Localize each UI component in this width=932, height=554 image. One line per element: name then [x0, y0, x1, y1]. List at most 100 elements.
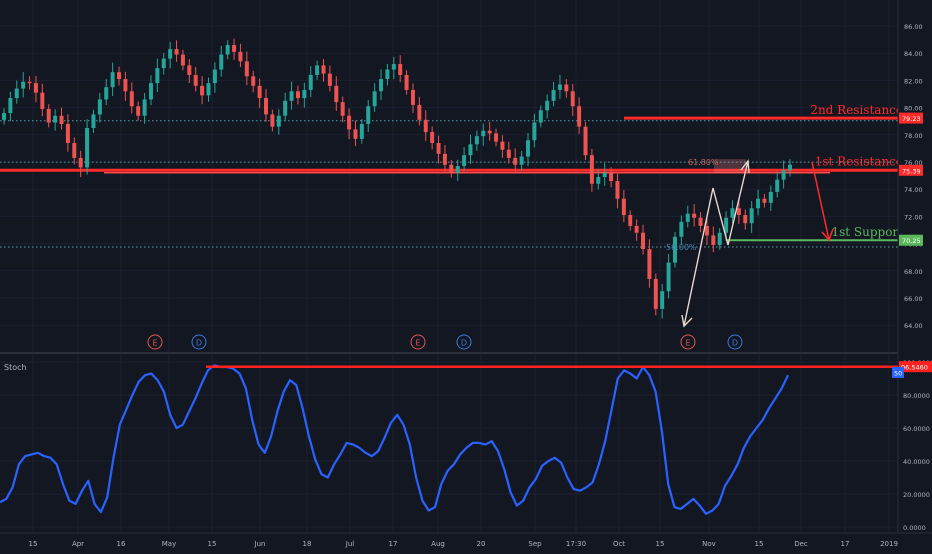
- earnings-marker[interactable]: E: [680, 334, 696, 350]
- candle-body: [33, 83, 38, 93]
- candle-body: [78, 157, 83, 168]
- candle-body: [449, 164, 454, 173]
- candle-body: [161, 58, 166, 69]
- candle-body: [660, 291, 665, 309]
- candle-body: [238, 51, 243, 62]
- candle-body: [283, 100, 288, 116]
- fib-61-label: 61.80%: [688, 158, 719, 167]
- resistance-1-badge-bg: [899, 164, 923, 176]
- candle-body: [532, 122, 537, 141]
- stoch-tick-label: 80.0000: [903, 392, 930, 400]
- stoch-line: [0, 364, 789, 515]
- candle-body: [749, 208, 754, 224]
- candle-body: [468, 144, 473, 156]
- support-1-badge-bg: [899, 234, 923, 246]
- candle-body: [321, 65, 326, 74]
- candle-body: [308, 74, 313, 90]
- time-tick-label: 17: [389, 540, 398, 548]
- candle-body: [40, 92, 45, 109]
- marker-circle: [191, 334, 207, 350]
- stoch-title: Stoch: [4, 363, 27, 372]
- marker-circle: [456, 334, 472, 350]
- time-tick-label: Sep: [528, 540, 542, 548]
- candle-body: [666, 262, 671, 292]
- candle-body: [583, 126, 588, 156]
- candle-body: [570, 91, 575, 107]
- candle-body: [136, 106, 141, 116]
- zigzag-arrowhead-up: [740, 159, 750, 174]
- candle-body: [596, 176, 601, 184]
- earnings-marker[interactable]: E: [147, 334, 163, 350]
- candle-body: [788, 164, 792, 171]
- marker-circle: [680, 334, 696, 350]
- price-tick-label: 82.00: [904, 77, 923, 85]
- candle-body: [302, 89, 307, 99]
- candle-body: [711, 235, 716, 245]
- fib-zone: [714, 159, 746, 174]
- time-tick-label: 15: [656, 540, 665, 548]
- dividend-marker[interactable]: D: [727, 334, 743, 350]
- stoch-value-badge-bg: [899, 361, 932, 373]
- stoch-tick-label: 20.0000: [903, 491, 930, 499]
- candle-body: [768, 191, 773, 203]
- candle-body: [410, 89, 415, 105]
- candle-body: [85, 128, 90, 168]
- time-tick-label: Nov: [702, 540, 716, 548]
- candle-body: [621, 198, 626, 216]
- dividend-marker[interactable]: D: [456, 334, 472, 350]
- candle-body: [206, 83, 211, 96]
- candle-body: [359, 123, 364, 139]
- candle-body: [59, 115, 64, 124]
- price-tick-label: 78.00: [904, 132, 923, 140]
- candle-body: [353, 129, 358, 139]
- candle-body: [641, 232, 646, 250]
- candle-body: [500, 141, 505, 150]
- candle-body: [295, 91, 300, 99]
- candle-body: [187, 65, 192, 75]
- support-1-label: 1st Support: [831, 225, 903, 239]
- candle-body: [244, 61, 249, 77]
- candle-body: [609, 172, 614, 182]
- candle-body: [117, 72, 122, 80]
- candle-body: [123, 79, 128, 92]
- time-tick-label: Oct: [613, 540, 625, 548]
- candle-body: [513, 157, 518, 165]
- candle-body: [692, 213, 697, 218]
- price-tick-label: 64.00: [904, 322, 923, 330]
- candle-body: [487, 130, 492, 134]
- candle-body: [72, 142, 77, 158]
- price-tick-label: 72.00: [904, 213, 923, 221]
- time-tick-label: Apr: [72, 540, 84, 548]
- candle-body: [762, 198, 767, 203]
- stoch-tick-label: 0.0000: [903, 524, 926, 532]
- projection-arrow: [811, 161, 830, 241]
- candle-body: [423, 119, 428, 133]
- candle-body: [174, 49, 179, 55]
- grid: [0, 0, 932, 532]
- candle-body: [65, 123, 70, 143]
- candle-body: [506, 149, 511, 158]
- candle-body: [264, 98, 268, 115]
- candle-body: [212, 69, 217, 84]
- candle-body: [97, 99, 102, 115]
- earnings-marker[interactable]: E: [410, 334, 426, 350]
- stoch-panel[interactable]: Stoch: [0, 363, 898, 515]
- candle-body: [538, 110, 543, 123]
- support-1-badge: 70.25: [902, 237, 921, 245]
- time-tick-label: Aug: [431, 540, 445, 548]
- resistance-1-badge: 75.39: [902, 167, 921, 175]
- zigzag-path: [683, 160, 749, 327]
- candle-body: [462, 155, 467, 167]
- candle-body: [775, 179, 780, 192]
- candle-body: [366, 106, 371, 124]
- dividend-marker[interactable]: D: [191, 334, 207, 350]
- price-tick-label: 84.00: [904, 50, 923, 58]
- candle-body: [155, 68, 160, 84]
- resistance-2-label: 2nd Resistance: [810, 103, 903, 117]
- candle-body: [647, 249, 652, 279]
- candle-body: [545, 100, 550, 111]
